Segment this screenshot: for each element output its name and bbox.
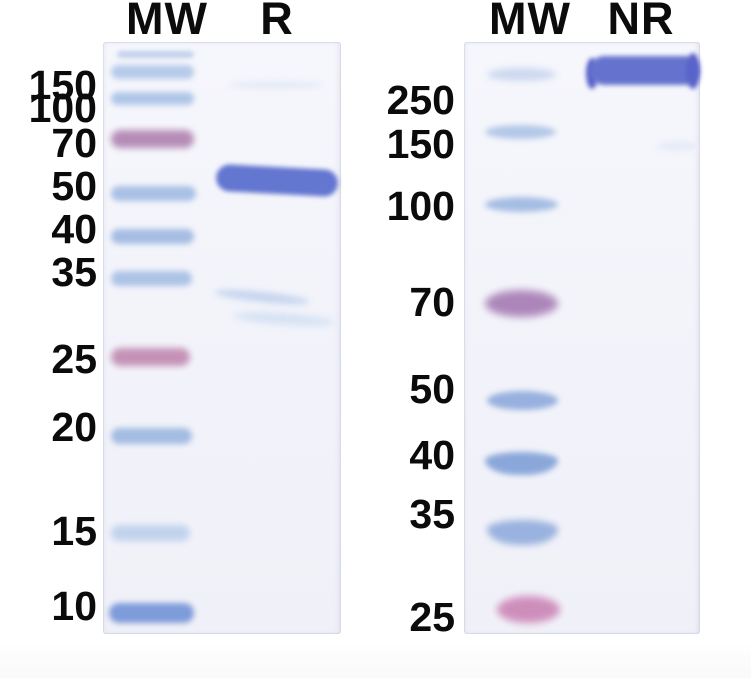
right-gel-marker-label-40: 40 bbox=[409, 432, 455, 478]
right-gel-lane-header-nr: NR bbox=[607, 0, 675, 44]
left-gel-r-faint-band-upper bbox=[228, 81, 324, 89]
right-gel-mw-band-150 bbox=[485, 125, 556, 139]
right-gel-marker-label-35: 35 bbox=[409, 491, 455, 537]
left-gel-lane-header-r: R bbox=[260, 0, 294, 44]
left-gel-marker-label-50: 50 bbox=[51, 163, 97, 209]
left-gel-mw-band-10 bbox=[109, 603, 194, 623]
left-gel-mw-band-20 bbox=[111, 428, 192, 444]
right-gel-mw-band-35 bbox=[487, 520, 558, 545]
right-gel-marker-label-250: 250 bbox=[386, 77, 455, 123]
left-gel-marker-label-25: 25 bbox=[51, 336, 97, 382]
right-gel-mw-band-100 bbox=[485, 197, 558, 212]
right-gel-marker-label-100: 100 bbox=[386, 183, 455, 229]
left-gel-marker-label-40: 40 bbox=[51, 206, 97, 252]
right-gel-nr-band-cap-right bbox=[686, 53, 700, 89]
right-gel-lane-header-mw: MW bbox=[489, 0, 571, 44]
right-gel-marker-label-50: 50 bbox=[409, 366, 455, 412]
right-gel-mw-band-25 bbox=[497, 596, 560, 623]
left-gel-mw-band-15 bbox=[111, 525, 190, 541]
right-gel-marker-label-25: 25 bbox=[409, 594, 455, 640]
right-gel-marker-label-150: 150 bbox=[386, 121, 455, 167]
left-gel-mw-band-100 bbox=[111, 92, 194, 105]
left-gel-mw-band-50 bbox=[111, 186, 196, 201]
left-gel-marker-label-10: 10 bbox=[51, 583, 97, 629]
left-gel-mw-band-top bbox=[117, 51, 194, 58]
left-gel-marker-label-20: 20 bbox=[51, 404, 97, 450]
left-gel-marker-label-15: 15 bbox=[51, 508, 97, 554]
right-gel-marker-label-70: 70 bbox=[409, 279, 455, 325]
left-gel-marker-label-100: 100 bbox=[28, 85, 97, 131]
bottom-shading bbox=[0, 642, 751, 678]
left-gel-mw-band-150 bbox=[111, 65, 194, 79]
left-gel-mw-band-25 bbox=[111, 348, 190, 366]
right-gel-nr-band bbox=[590, 56, 698, 85]
right-gel-mw-band-top bbox=[487, 68, 556, 81]
left-gel-mw-band-70 bbox=[111, 130, 194, 148]
left-gel-marker-label-150: 150 bbox=[28, 62, 97, 108]
left-gel-marker-label-70: 70 bbox=[51, 120, 97, 166]
right-gel-mw-band-70 bbox=[485, 290, 558, 317]
left-gel-marker-label-35: 35 bbox=[51, 249, 97, 295]
right-gel-nr-faint-band bbox=[657, 141, 699, 151]
left-gel-mw-band-40 bbox=[111, 229, 194, 244]
right-gel-mw-band-40 bbox=[485, 452, 558, 475]
left-gel-lane-header-mw: MW bbox=[126, 0, 208, 44]
right-gel-mw-band-50 bbox=[487, 391, 558, 410]
left-gel-mw-band-35 bbox=[111, 271, 192, 286]
